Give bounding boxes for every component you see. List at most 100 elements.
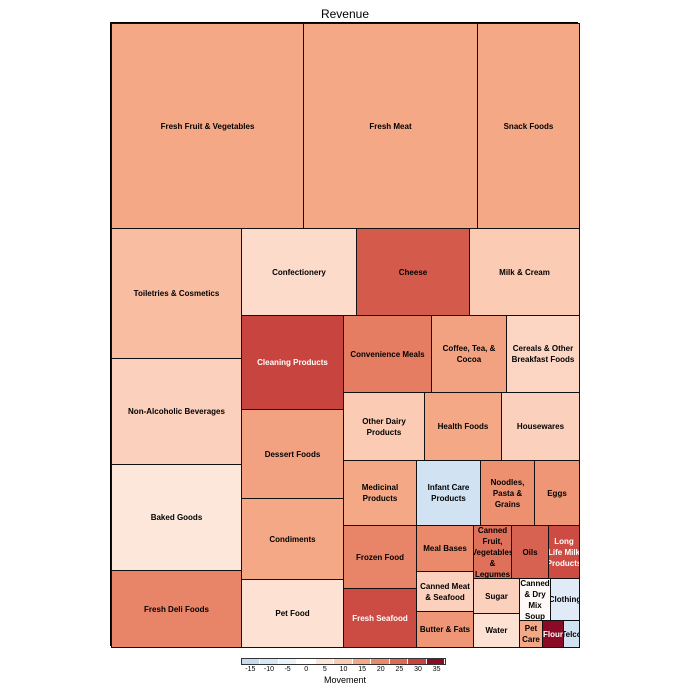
legend-swatch — [315, 659, 335, 664]
treemap-cell: Toiletries & Cosmetics — [111, 228, 242, 359]
treemap-cell-label: Fresh Seafood — [352, 613, 408, 623]
legend-swatch — [389, 659, 409, 664]
treemap-cell-label: Toiletries & Cosmetics — [133, 289, 220, 298]
legend-swatch — [408, 659, 427, 664]
treemap-cell-label: Pet Care — [522, 624, 540, 644]
treemap-cell-label: Frozen Food — [356, 552, 404, 562]
treemap-cell: Infant Care Products — [416, 460, 481, 526]
treemap-cell-label: Dessert Foods — [264, 449, 321, 459]
treemap-cell: Noodles, Pasta & Grains — [480, 460, 535, 526]
legend-tick-label: 5 — [322, 666, 327, 673]
treemap-cell: Non-Alcoholic Beverages — [111, 358, 242, 465]
treemap-cell-label: Fresh Fruit & Vegetables — [160, 121, 255, 131]
treemap-cell-label: Cereals & Other Breakfast Foods — [511, 344, 575, 364]
movement-legend-bar — [241, 658, 446, 665]
legend-swatch — [371, 659, 390, 664]
treemap-cell: Flour — [542, 620, 564, 648]
treemap-cell-label: Flour — [543, 629, 563, 639]
treemap-cell: Cleaning Products — [241, 315, 344, 410]
treemap-cell: Butter & Fats — [416, 611, 474, 648]
legend-tick-label: 25 — [395, 666, 404, 673]
treemap-cell-label: Long Life Milk Products — [548, 536, 580, 568]
legend-swatch — [278, 659, 298, 664]
treemap-cell-label: Sugar — [485, 591, 508, 601]
treemap-cell-label: Canned Meat & Seafood — [420, 581, 470, 602]
legend-swatch — [260, 659, 279, 664]
treemap-cell-label: Convenience Meals — [350, 349, 425, 359]
treemap-cell: Baked Goods — [111, 464, 242, 571]
treemap-cell: Meal Bases — [416, 525, 474, 572]
treemap-cell-label: Snack Foods — [503, 121, 554, 131]
treemap-cell-label: Cheese — [398, 267, 428, 277]
legend-tick-label: 10 — [339, 666, 348, 673]
treemap-cell-label: Noodles, Pasta & Grains — [490, 477, 525, 509]
legend-tick-label: -5 — [284, 666, 291, 673]
treemap-cell-label: Canned Fruit, Vegetables & Legumes — [473, 525, 512, 579]
treemap-cell: Confectionery — [241, 228, 357, 316]
legend-tick-label: 20 — [376, 666, 385, 673]
treemap-cell: Pet Food — [241, 579, 344, 648]
treemap-cell-label: Water — [485, 626, 508, 635]
treemap-cell-label: Pet Food — [275, 609, 310, 618]
treemap-plot: Fresh Fruit & Vegetables Fresh Meat Snack … — [110, 22, 580, 648]
legend-tick-label: 35 — [432, 666, 441, 673]
treemap-cell: Long Life Milk Products — [548, 525, 580, 579]
treemap-cell: Canned Meat & Seafood — [416, 571, 474, 612]
treemap-cell-label: Infant Care Products — [427, 483, 470, 503]
treemap-cell: Coffee, Tea, & Cocoa — [431, 315, 507, 393]
legend-swatch — [334, 659, 353, 664]
treemap-cell: Water — [473, 613, 520, 648]
treemap-cell-label: Butter & Fats — [419, 625, 471, 634]
treemap-cell: Cereals & Other Breakfast Foods — [506, 315, 580, 393]
treemap-cell-label: Cleaning Products — [257, 358, 328, 367]
treemap-cell-label: Housewares — [516, 422, 565, 431]
treemap-cell: Canned & Dry Mix Soup — [519, 578, 551, 621]
treemap-cell-label: Eggs — [547, 488, 567, 498]
treemap-cell-label: Confectionery — [272, 267, 326, 277]
treemap-cell: Frozen Food — [343, 525, 417, 589]
chart-title: Revenue — [320, 7, 370, 21]
treemap-cell-label: Condiments — [269, 534, 316, 544]
legend-tick-label: 0 — [304, 666, 309, 673]
treemap-cell: Fresh Seafood — [343, 588, 417, 648]
treemap-cell: Pet Care — [519, 620, 543, 648]
treemap-cell: Housewares — [501, 392, 580, 461]
treemap-cell: Convenience Meals — [343, 315, 432, 393]
legend-swatch — [242, 659, 261, 664]
treemap-cell: Snack Foods — [477, 23, 580, 229]
treemap-cell: Fresh Fruit & Vegetables — [111, 23, 304, 229]
legend-tick-label: 30 — [414, 666, 422, 673]
treemap-cell: Cheese — [356, 228, 470, 316]
treemap-cell: Dessert Foods — [241, 409, 344, 499]
treemap-cell-label: Fresh Meat — [369, 121, 412, 131]
treemap-cell: Eggs — [534, 460, 580, 526]
treemap-cell: Canned Fruit, Vegetables & Legumes — [473, 525, 512, 579]
treemap-cell-label: Clothing — [550, 595, 580, 604]
treemap-cell-label: Non-Alcoholic Beverages — [128, 407, 225, 416]
treemap-cell-label: Coffee, Tea, & Cocoa — [442, 344, 496, 364]
treemap-cell: Sugar — [473, 578, 520, 614]
treemap-cell: Health Foods — [424, 392, 502, 461]
legend-swatch — [426, 659, 445, 664]
treemap-cell-label: Milk & Cream — [499, 267, 550, 277]
legend-tick-label: -10 — [263, 666, 275, 673]
treemap-cell-label: Fresh Deli Foods — [144, 604, 209, 614]
legend-title: Movement — [323, 675, 367, 685]
treemap-cell: Oils — [511, 525, 549, 579]
treemap-cell-label: Medicinal Products — [361, 483, 399, 503]
treemap-cell: Telco — [563, 620, 580, 648]
legend-swatch — [352, 659, 372, 664]
treemap-cell: Clothing — [550, 578, 580, 621]
treemap-cell-label: Telco — [564, 629, 579, 639]
treemap-cell: Milk & Cream — [469, 228, 580, 316]
treemap-cell-label: Canned & Dry Mix Soup — [520, 578, 550, 621]
treemap-cell-label: Other Dairy Products — [362, 416, 406, 437]
legend-tick-label: -15 — [245, 666, 256, 673]
legend-tick-label: 15 — [358, 666, 367, 673]
legend-swatch — [297, 659, 316, 664]
treemap-cell: Fresh Deli Foods — [111, 570, 242, 648]
treemap-cell-label: Meal Bases — [423, 544, 467, 553]
treemap-cell-label: Oils — [522, 547, 538, 557]
treemap-cell: Medicinal Products — [343, 460, 417, 526]
treemap-cell-label: Baked Goods — [150, 513, 203, 522]
